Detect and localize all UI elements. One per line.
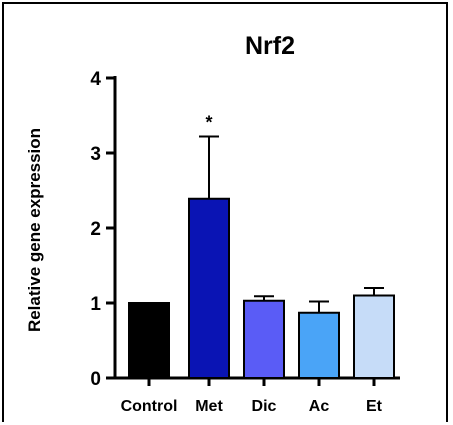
x-tick-label-control: Control [121, 398, 178, 415]
y-tick-label: 1 [90, 294, 101, 315]
x-tick-label-ac: Ac [309, 398, 330, 415]
x-tick-label-dic: Dic [252, 398, 277, 415]
x-tick-label-met: Met [195, 398, 223, 415]
y-ticks-group: 0 1 2 3 4 [90, 69, 115, 390]
bar-et [353, 294, 395, 379]
y-axis-label: Relative gene expression [25, 128, 44, 332]
significance-marker: * [205, 113, 212, 133]
x-tick-label-et: Et [366, 398, 383, 415]
y-tick-label: 0 [90, 369, 101, 390]
bar-control [128, 302, 170, 379]
bar-ac [298, 311, 340, 379]
bar-met [188, 197, 230, 379]
y-tick-label: 3 [90, 144, 101, 165]
y-tick-label: 2 [90, 219, 101, 240]
bars-group: * [128, 113, 395, 379]
chart-title: Nrf2 [245, 32, 295, 60]
x-labels-group: Control Met Dic Ac Et [121, 378, 383, 415]
y-tick-label: 4 [90, 69, 101, 90]
bar-dic [243, 299, 285, 379]
